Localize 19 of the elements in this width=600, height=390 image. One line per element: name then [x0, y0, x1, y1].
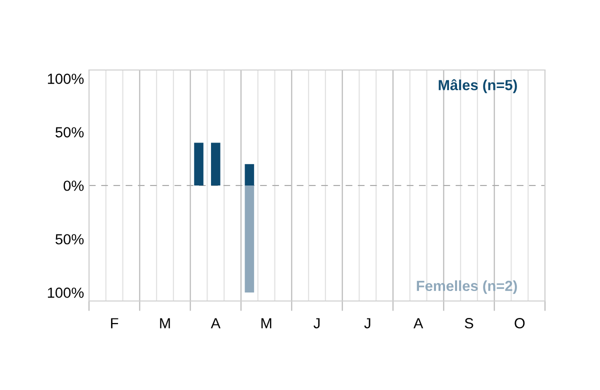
bar [244, 186, 254, 292]
x-tick-label: A [414, 318, 424, 328]
y-tick-label: 50% [56, 127, 84, 138]
bar [194, 142, 204, 186]
bar [244, 164, 254, 186]
y-tick-label: 50% [56, 234, 84, 244]
x-tick-label: A [210, 318, 220, 328]
x-tick-label: O [514, 318, 525, 328]
x-tick-label: M [261, 318, 272, 328]
y-tick-label: 0% [64, 180, 84, 191]
x-tick-label: J [364, 318, 370, 328]
y-tick-label: 100% [48, 74, 84, 84]
x-tick-label: S [464, 318, 474, 328]
x-tick-label: M [160, 318, 170, 328]
bar [211, 142, 220, 186]
x-tick-label: J [314, 318, 320, 328]
y-tick-label: 100% [48, 288, 84, 298]
text: Mâles (n=5) [438, 79, 517, 94]
x-tick-label: F [111, 318, 118, 328]
